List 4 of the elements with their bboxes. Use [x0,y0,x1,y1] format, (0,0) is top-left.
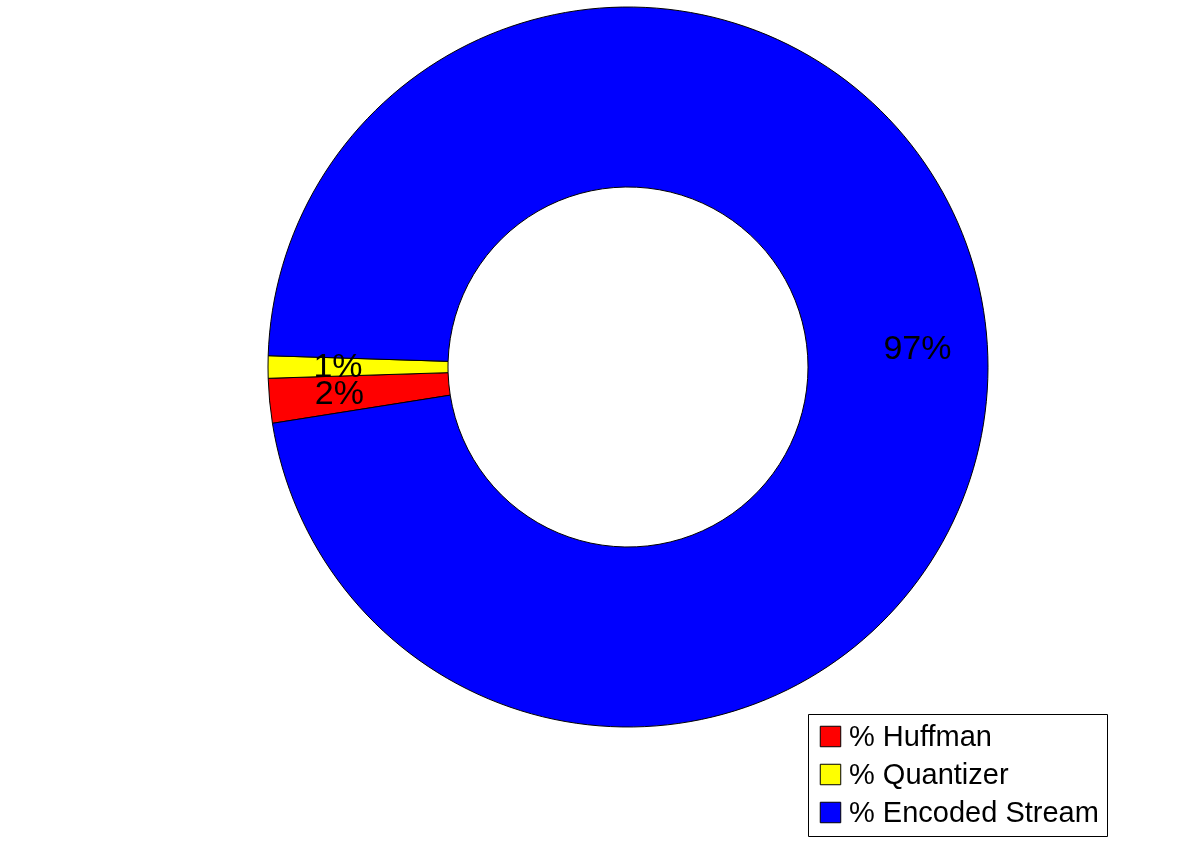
legend-label: % Quantizer [849,757,1009,790]
data-label: 97% [883,327,952,366]
legend-label: % Huffman [849,719,992,752]
legend-label: % Encoded Stream [849,795,1099,828]
